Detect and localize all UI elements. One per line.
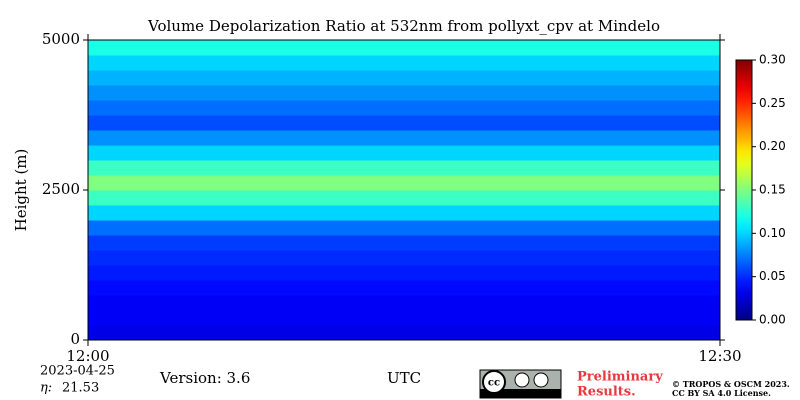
copyright: © TROPOS & OSCM 2023. <box>672 379 790 389</box>
eta-value: 21.53 <box>62 381 99 396</box>
heatmap-cell <box>88 310 720 326</box>
x-axis-label: UTC <box>387 369 421 387</box>
heatmap-cell <box>88 280 720 296</box>
x-tick-label: 12:30 <box>698 347 741 365</box>
colorbar-tick-label: 0.15 <box>759 183 786 197</box>
heatmap-cell <box>88 175 720 191</box>
svg-text:cc: cc <box>488 378 500 389</box>
heatmap-cell <box>88 235 720 251</box>
heatmap-cell <box>88 265 720 281</box>
heatmap-cell <box>88 130 720 146</box>
colorbar-tick-label: 0.25 <box>759 96 786 110</box>
heatmap-cell <box>88 100 720 116</box>
version: Version: 3.6 <box>159 369 250 387</box>
heatmap-cell <box>88 85 720 101</box>
y-tick-label: 2500 <box>42 180 80 198</box>
heatmap-cell <box>88 40 720 56</box>
y-tick-label: 0 <box>70 330 80 348</box>
eta-label: η: <box>40 381 52 396</box>
y-axis-label: Height (m) <box>12 149 30 232</box>
colorbar-tick-label: 0.05 <box>759 269 786 283</box>
heatmap-cell <box>88 115 720 131</box>
y-tick-label: 5000 <box>42 30 80 48</box>
heatmap-cell <box>88 220 720 236</box>
heatmap-cell <box>88 55 720 71</box>
heatmap-cell <box>88 145 720 161</box>
colorbar <box>735 59 753 321</box>
colorbar-tick-label: 0.00 <box>759 313 786 327</box>
heatmap-cell <box>88 205 720 221</box>
x-tick-label: 12:00 <box>66 347 109 365</box>
colorbar-tick-label: 0.30 <box>759 53 786 67</box>
heatmap-cell <box>88 250 720 266</box>
cc-logo: cc <box>479 369 562 399</box>
preliminary: Preliminary <box>577 370 663 385</box>
heatmap-cell <box>88 295 720 311</box>
heatmap-cell <box>88 70 720 86</box>
colorbar-tick-label: 0.10 <box>759 226 786 240</box>
copyright: CC BY SA 4.0 License. <box>672 388 771 398</box>
heatmap-cell <box>88 325 720 341</box>
heatmap-cell <box>88 160 720 176</box>
colorbar-tick-label: 0.20 <box>759 139 786 153</box>
chart-title: Volume Depolarization Ratio at 532nm fro… <box>147 17 660 35</box>
preliminary: Results. <box>577 385 636 400</box>
date: 2023-04-25 <box>40 364 115 379</box>
heatmap-cell <box>88 190 720 206</box>
